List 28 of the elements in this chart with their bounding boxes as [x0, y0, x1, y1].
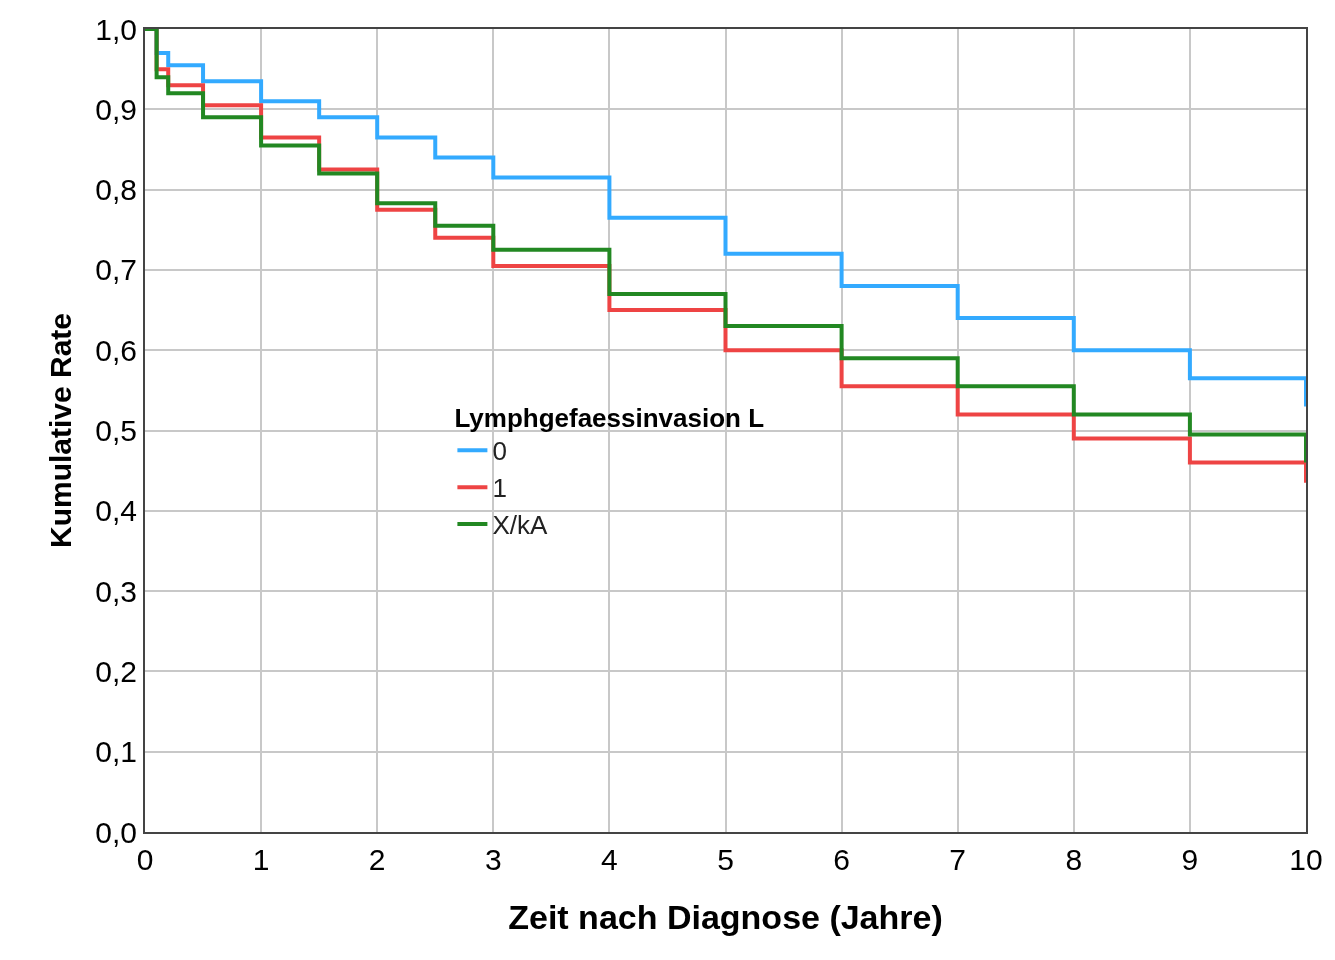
x-tick-label: 5	[717, 843, 734, 876]
y-tick-label: 1,0	[95, 12, 137, 46]
y-tick-label: 0,7	[95, 253, 137, 287]
x-tick-label: 6	[833, 843, 850, 876]
legend-title: Lymphgefaessinvasion L	[454, 402, 765, 433]
y-tick-label: 0,6	[95, 333, 137, 367]
legend-label: 1	[492, 473, 507, 504]
x-tick-label: 7	[949, 843, 967, 876]
legend-label: X/kA	[492, 510, 548, 541]
x-tick-label: 2	[368, 843, 386, 876]
x-tick-label: 8	[1065, 843, 1083, 876]
y-tick-label: 0,0	[95, 815, 137, 849]
y-tick-label: 0,1	[95, 735, 137, 769]
y-tick-label: 0,3	[95, 574, 137, 608]
x-axis-title: Zeit nach Diagnose (Jahre)	[508, 897, 943, 936]
y-tick-label: 0,4	[95, 494, 137, 528]
y-tick-label: 0,2	[95, 654, 137, 688]
y-tick-label: 0,9	[95, 92, 137, 126]
x-tick-label: 1	[252, 843, 270, 876]
y-axis-title: Kumulative Rate	[43, 312, 77, 549]
x-tick-label: 0	[136, 843, 154, 876]
y-tick-label: 0,8	[95, 173, 137, 207]
y-tick-label: 0,5	[95, 414, 137, 447]
x-tick-label: 3	[484, 843, 502, 876]
x-tick-label: 4	[601, 843, 618, 876]
legend-label: 0	[492, 436, 507, 467]
x-tick-label: 9	[1181, 843, 1199, 876]
x-tick-label: 10	[1289, 843, 1323, 876]
